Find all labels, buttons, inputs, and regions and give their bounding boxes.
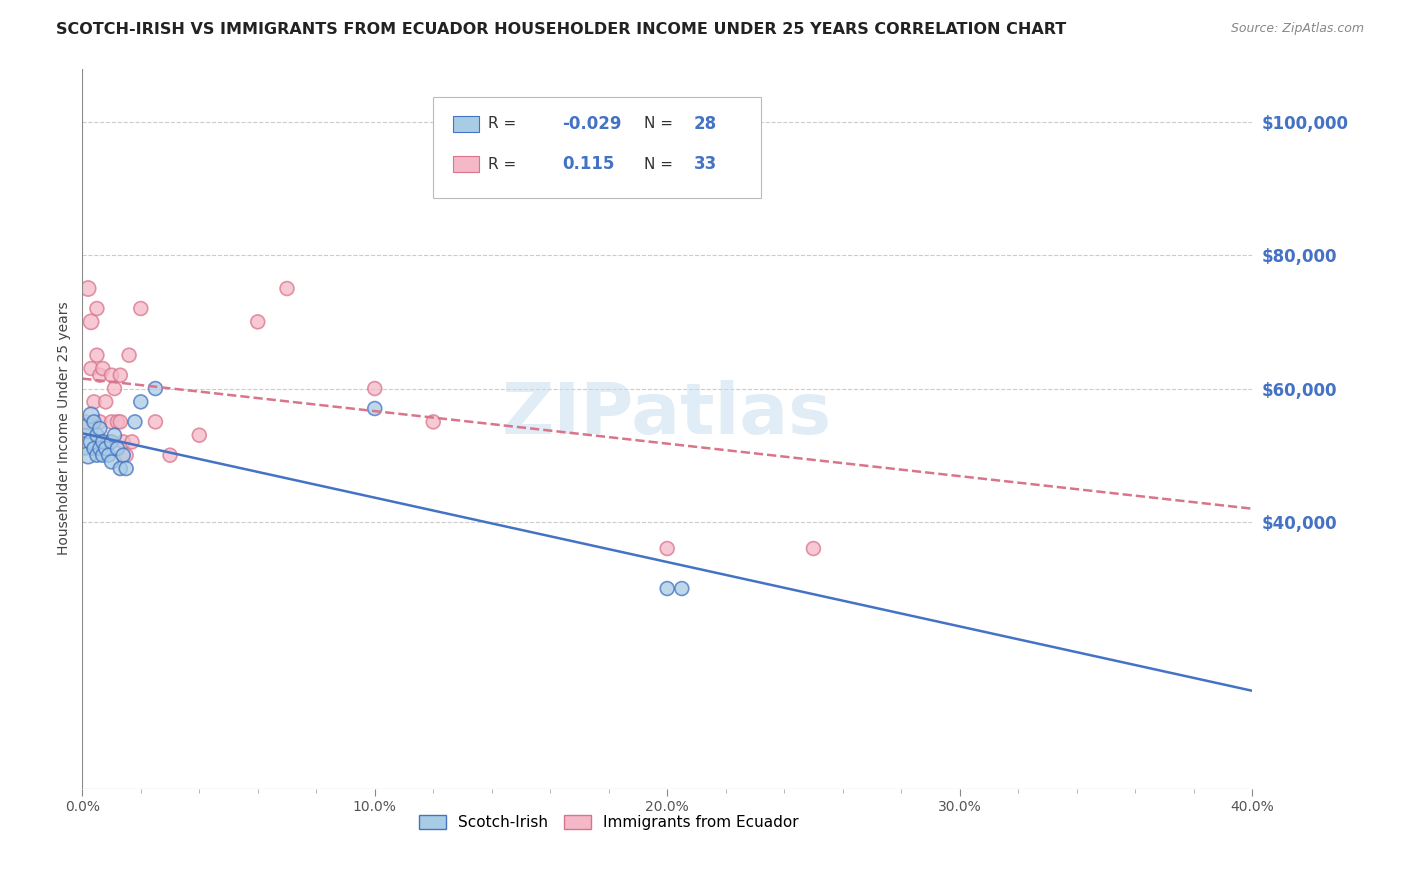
Point <box>86 428 108 442</box>
Point <box>77 281 100 295</box>
Point <box>105 442 128 456</box>
Point <box>91 361 114 376</box>
Point <box>91 448 114 462</box>
Bar <box>453 116 479 132</box>
Text: SCOTCH-IRISH VS IMMIGRANTS FROM ECUADOR HOUSEHOLDER INCOME UNDER 25 YEARS CORREL: SCOTCH-IRISH VS IMMIGRANTS FROM ECUADOR … <box>56 22 1067 37</box>
Point <box>110 368 132 383</box>
Point <box>80 361 103 376</box>
Point <box>97 448 120 462</box>
Point <box>83 415 105 429</box>
Text: N =: N = <box>644 117 673 131</box>
Point <box>97 434 120 449</box>
Text: ZIPatlas: ZIPatlas <box>502 380 832 449</box>
FancyBboxPatch shape <box>433 97 761 198</box>
Point <box>105 415 128 429</box>
Legend: Scotch-Irish, Immigrants from Ecuador: Scotch-Irish, Immigrants from Ecuador <box>413 811 803 835</box>
Point <box>129 301 152 316</box>
Text: N =: N = <box>644 157 673 172</box>
Point <box>75 415 97 429</box>
Point <box>121 434 143 449</box>
Point <box>100 415 122 429</box>
Point <box>657 541 679 556</box>
Point <box>110 461 132 475</box>
Point <box>124 415 146 429</box>
Point <box>94 395 117 409</box>
Point <box>89 421 111 435</box>
Point <box>100 434 122 449</box>
Point <box>364 382 387 396</box>
Point <box>100 368 122 383</box>
Point <box>83 395 105 409</box>
Point <box>129 395 152 409</box>
Point <box>159 448 181 462</box>
Point <box>803 541 825 556</box>
Point <box>246 315 269 329</box>
Point <box>103 428 125 442</box>
Bar <box>453 156 479 172</box>
Point <box>276 281 298 295</box>
Point <box>145 382 167 396</box>
Point <box>80 434 103 449</box>
Point <box>80 408 103 422</box>
Text: Source: ZipAtlas.com: Source: ZipAtlas.com <box>1230 22 1364 36</box>
Point <box>83 442 105 456</box>
Point <box>91 434 114 449</box>
Point <box>89 442 111 456</box>
Point <box>115 448 138 462</box>
Y-axis label: Householder Income Under 25 years: Householder Income Under 25 years <box>58 301 72 556</box>
Point <box>77 448 100 462</box>
Point <box>100 455 122 469</box>
Point <box>188 428 211 442</box>
Point <box>89 368 111 383</box>
Point <box>112 434 135 449</box>
Text: 33: 33 <box>695 155 717 173</box>
Point <box>80 315 103 329</box>
Text: -0.029: -0.029 <box>562 115 621 133</box>
Point <box>77 421 100 435</box>
Point <box>110 415 132 429</box>
Point <box>75 434 97 449</box>
Point <box>89 415 111 429</box>
Point <box>112 448 135 462</box>
Point <box>118 348 141 362</box>
Text: R =: R = <box>488 117 516 131</box>
Point <box>86 301 108 316</box>
Point <box>86 448 108 462</box>
Point <box>364 401 387 416</box>
Point <box>86 348 108 362</box>
Point <box>94 442 117 456</box>
Point <box>422 415 444 429</box>
Text: R =: R = <box>488 157 516 172</box>
Point <box>671 582 693 596</box>
Point <box>103 382 125 396</box>
Text: 0.115: 0.115 <box>562 155 614 173</box>
Text: 28: 28 <box>695 115 717 133</box>
Point <box>115 461 138 475</box>
Point <box>510 181 533 195</box>
Point <box>145 415 167 429</box>
Point <box>657 582 679 596</box>
